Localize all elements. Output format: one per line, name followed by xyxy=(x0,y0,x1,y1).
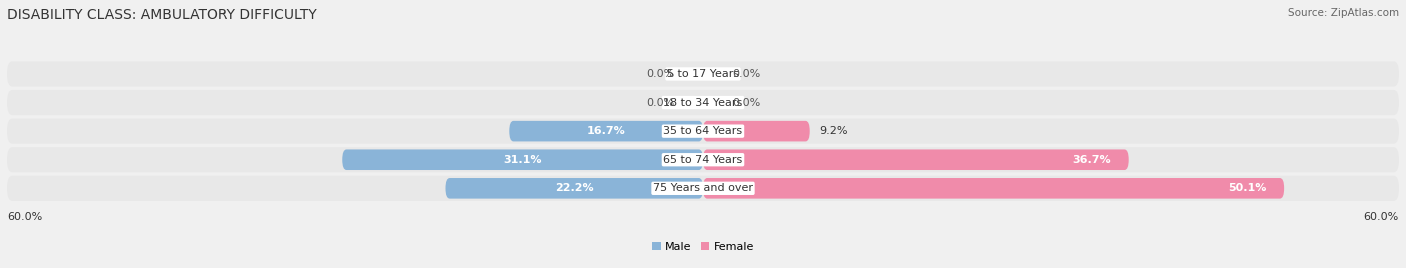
Text: 35 to 64 Years: 35 to 64 Years xyxy=(664,126,742,136)
Text: 5 to 17 Years: 5 to 17 Years xyxy=(666,69,740,79)
FancyBboxPatch shape xyxy=(509,121,703,142)
Text: 60.0%: 60.0% xyxy=(1364,212,1399,222)
Text: 31.1%: 31.1% xyxy=(503,155,541,165)
FancyBboxPatch shape xyxy=(703,150,1129,170)
Legend: Male, Female: Male, Female xyxy=(652,242,754,252)
FancyBboxPatch shape xyxy=(7,90,1399,115)
Text: 60.0%: 60.0% xyxy=(7,212,42,222)
FancyBboxPatch shape xyxy=(703,178,1284,199)
FancyBboxPatch shape xyxy=(7,118,1399,144)
Text: 0.0%: 0.0% xyxy=(645,69,673,79)
Text: 0.0%: 0.0% xyxy=(645,98,673,107)
Text: 36.7%: 36.7% xyxy=(1073,155,1111,165)
FancyBboxPatch shape xyxy=(7,61,1399,87)
Text: 0.0%: 0.0% xyxy=(733,98,761,107)
FancyBboxPatch shape xyxy=(342,150,703,170)
Text: 75 Years and over: 75 Years and over xyxy=(652,183,754,193)
FancyBboxPatch shape xyxy=(7,176,1399,201)
Text: 50.1%: 50.1% xyxy=(1229,183,1267,193)
FancyBboxPatch shape xyxy=(703,121,810,142)
Text: 0.0%: 0.0% xyxy=(733,69,761,79)
Text: 16.7%: 16.7% xyxy=(586,126,626,136)
Text: 22.2%: 22.2% xyxy=(555,183,593,193)
Text: 9.2%: 9.2% xyxy=(818,126,848,136)
FancyBboxPatch shape xyxy=(7,147,1399,172)
Text: DISABILITY CLASS: AMBULATORY DIFFICULTY: DISABILITY CLASS: AMBULATORY DIFFICULTY xyxy=(7,8,316,22)
FancyBboxPatch shape xyxy=(446,178,703,199)
Text: 18 to 34 Years: 18 to 34 Years xyxy=(664,98,742,107)
Text: Source: ZipAtlas.com: Source: ZipAtlas.com xyxy=(1288,8,1399,18)
Text: 65 to 74 Years: 65 to 74 Years xyxy=(664,155,742,165)
